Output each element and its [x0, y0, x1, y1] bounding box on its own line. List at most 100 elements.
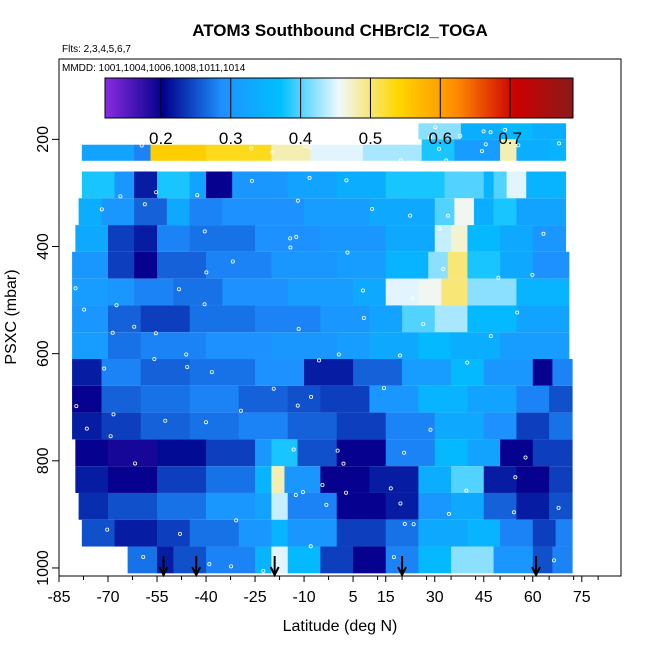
heatmap-cell — [552, 359, 573, 386]
sample-point — [105, 527, 110, 532]
heatmap-cell — [369, 466, 420, 493]
sample-point — [341, 461, 346, 466]
heatmap-cell — [238, 519, 272, 547]
heatmap-cell — [451, 492, 485, 520]
heatmap-cell — [434, 412, 485, 440]
heatmap-cell — [271, 144, 312, 161]
heatmap-cell — [157, 492, 207, 520]
heatmap-cell — [72, 332, 109, 360]
flight-marker-arrowhead — [191, 566, 202, 578]
heatmap-cell — [483, 492, 518, 520]
sample-point — [444, 158, 449, 163]
heatmap-cell — [369, 385, 420, 413]
sample-point — [556, 505, 561, 510]
heatmap-cell — [493, 546, 534, 574]
heatmap-cell — [189, 198, 223, 226]
heatmap-cell — [516, 278, 570, 306]
heatmap-cell — [516, 198, 567, 226]
x-tick-label: -40 — [194, 589, 217, 606]
flight-marker-arrowhead — [397, 566, 407, 578]
sample-point — [154, 190, 159, 195]
heatmap-cell — [108, 251, 135, 279]
colorbar-tick-label: 0.4 — [289, 129, 313, 148]
sample-point — [483, 142, 488, 147]
sample-point — [382, 386, 387, 391]
heatmap-cell — [467, 305, 518, 333]
heatmap-cell — [336, 492, 387, 520]
x-tick-label: -55 — [145, 589, 168, 606]
heatmap-cell — [336, 171, 387, 199]
heatmap-cell — [75, 439, 109, 467]
heatmap-cell — [72, 359, 103, 386]
heatmap-cell — [81, 519, 116, 547]
heatmap-cell — [287, 546, 321, 574]
heatmap-cell — [552, 546, 573, 574]
sample-point — [557, 141, 562, 146]
sample-point — [307, 175, 312, 180]
heatmap-cell — [549, 412, 573, 440]
sample-point — [410, 296, 415, 301]
heatmap-cell — [500, 139, 518, 161]
heatmap-cell — [206, 466, 256, 493]
heatmap-cell — [271, 492, 289, 520]
sample-point — [421, 322, 426, 327]
x-axis-label: Latitude (deg N) — [283, 618, 398, 635]
x-tick-label: 15 — [377, 589, 395, 606]
plot-area — [58, 58, 622, 578]
heatmap-cell — [255, 359, 305, 386]
sample-point — [249, 146, 254, 151]
heatmap-cell — [287, 171, 338, 199]
heatmap-cell — [189, 385, 240, 413]
heatmap-cell — [555, 519, 573, 547]
heatmap-cell — [206, 171, 233, 199]
heatmap-cell — [336, 412, 387, 440]
sample-point — [398, 501, 403, 506]
heatmap-cell — [418, 385, 469, 413]
heatmap-cell — [206, 144, 272, 161]
sample-point — [411, 522, 416, 527]
x-tick-label: 30 — [426, 589, 444, 606]
heatmap-cell — [134, 144, 152, 161]
x-axis: -85 -70 -55 -40 -25 -10 5 15 30 45 60 75 — [47, 576, 599, 606]
sample-point — [84, 426, 89, 431]
heatmap-cell — [500, 251, 534, 279]
heatmap-cell — [157, 225, 191, 252]
heatmap-cell — [114, 519, 158, 547]
heatmap-cell — [353, 278, 387, 306]
x-tick-label: -70 — [96, 589, 119, 606]
flights-annotation: Flts: 2,3,4,5,6,7 — [62, 44, 131, 55]
y-tick-label: 400 — [35, 233, 52, 260]
heatmap-cell — [434, 225, 452, 252]
heatmap-cell — [506, 171, 527, 199]
heatmap-cell — [451, 359, 485, 386]
heatmap-cell — [418, 546, 452, 574]
sample-point — [177, 531, 182, 536]
heatmap-cell — [434, 439, 469, 467]
sample-point — [74, 404, 79, 409]
colorbar-tick-label: 0.5 — [359, 129, 383, 148]
heatmap-cell — [284, 466, 321, 493]
heatmap-cell — [532, 123, 567, 140]
heatmap-cell — [75, 225, 109, 252]
heatmap-cell — [549, 385, 573, 413]
heatmap-cell — [238, 385, 289, 413]
y-axis-label: PSXC (mbar) — [3, 269, 20, 364]
heatmap-cell — [304, 198, 371, 226]
heatmap-cell — [336, 519, 387, 547]
sample-point — [296, 326, 301, 331]
sample-point — [408, 213, 413, 218]
sample-point — [428, 427, 433, 432]
heatmap-cell — [78, 492, 109, 520]
heatmap-cell — [320, 305, 371, 333]
heatmap-cell — [532, 225, 567, 252]
heatmap-cell — [353, 359, 403, 386]
heatmap-cell — [500, 225, 534, 252]
sample-point — [202, 229, 207, 234]
colorbar-gradient — [104, 77, 574, 119]
heatmap-cell — [516, 139, 550, 161]
sample-point — [271, 386, 276, 391]
sample-point — [195, 193, 200, 198]
flight-markers — [158, 556, 541, 578]
heatmap-cell — [271, 332, 338, 360]
sample-point — [446, 511, 451, 516]
